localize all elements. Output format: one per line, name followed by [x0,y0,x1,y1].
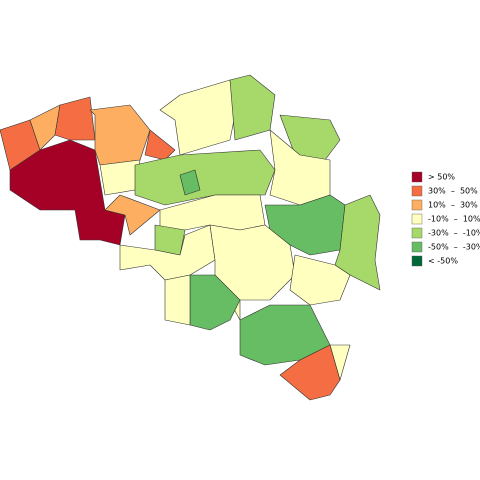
region [289,254,351,306]
region [0,119,41,171]
region [229,74,276,141]
region [99,159,141,196]
region [159,79,236,156]
region [164,274,191,326]
legend-label: > 50% [428,173,455,182]
legend-label: -30% – -10% [428,229,480,238]
legend-label: 30% – 50% [428,187,478,196]
legend: > 50% 30% – 50% 10% – 30% -10% – 10% -30% – … [411,171,480,267]
legend-label: -10% – 10% [428,215,480,224]
legend-swatch [411,227,423,239]
legend-label: 10% – 30% [428,201,478,210]
region [54,96,96,141]
regions [0,74,381,401]
legend-swatch [411,185,423,197]
region [179,169,201,196]
region [89,104,151,166]
region [9,139,126,246]
legend-swatch [411,241,423,253]
legend-swatch [411,213,423,225]
legend-label: < -50% [428,257,458,266]
region [144,129,176,161]
region [279,344,341,401]
region [134,149,276,206]
region [104,194,161,236]
region [279,114,341,161]
region [334,194,381,291]
legend-swatch [411,171,423,183]
legend-swatch [411,255,423,267]
legend-label: -50% – -30% [428,243,480,252]
legend-swatch [411,199,423,211]
region [154,224,186,256]
